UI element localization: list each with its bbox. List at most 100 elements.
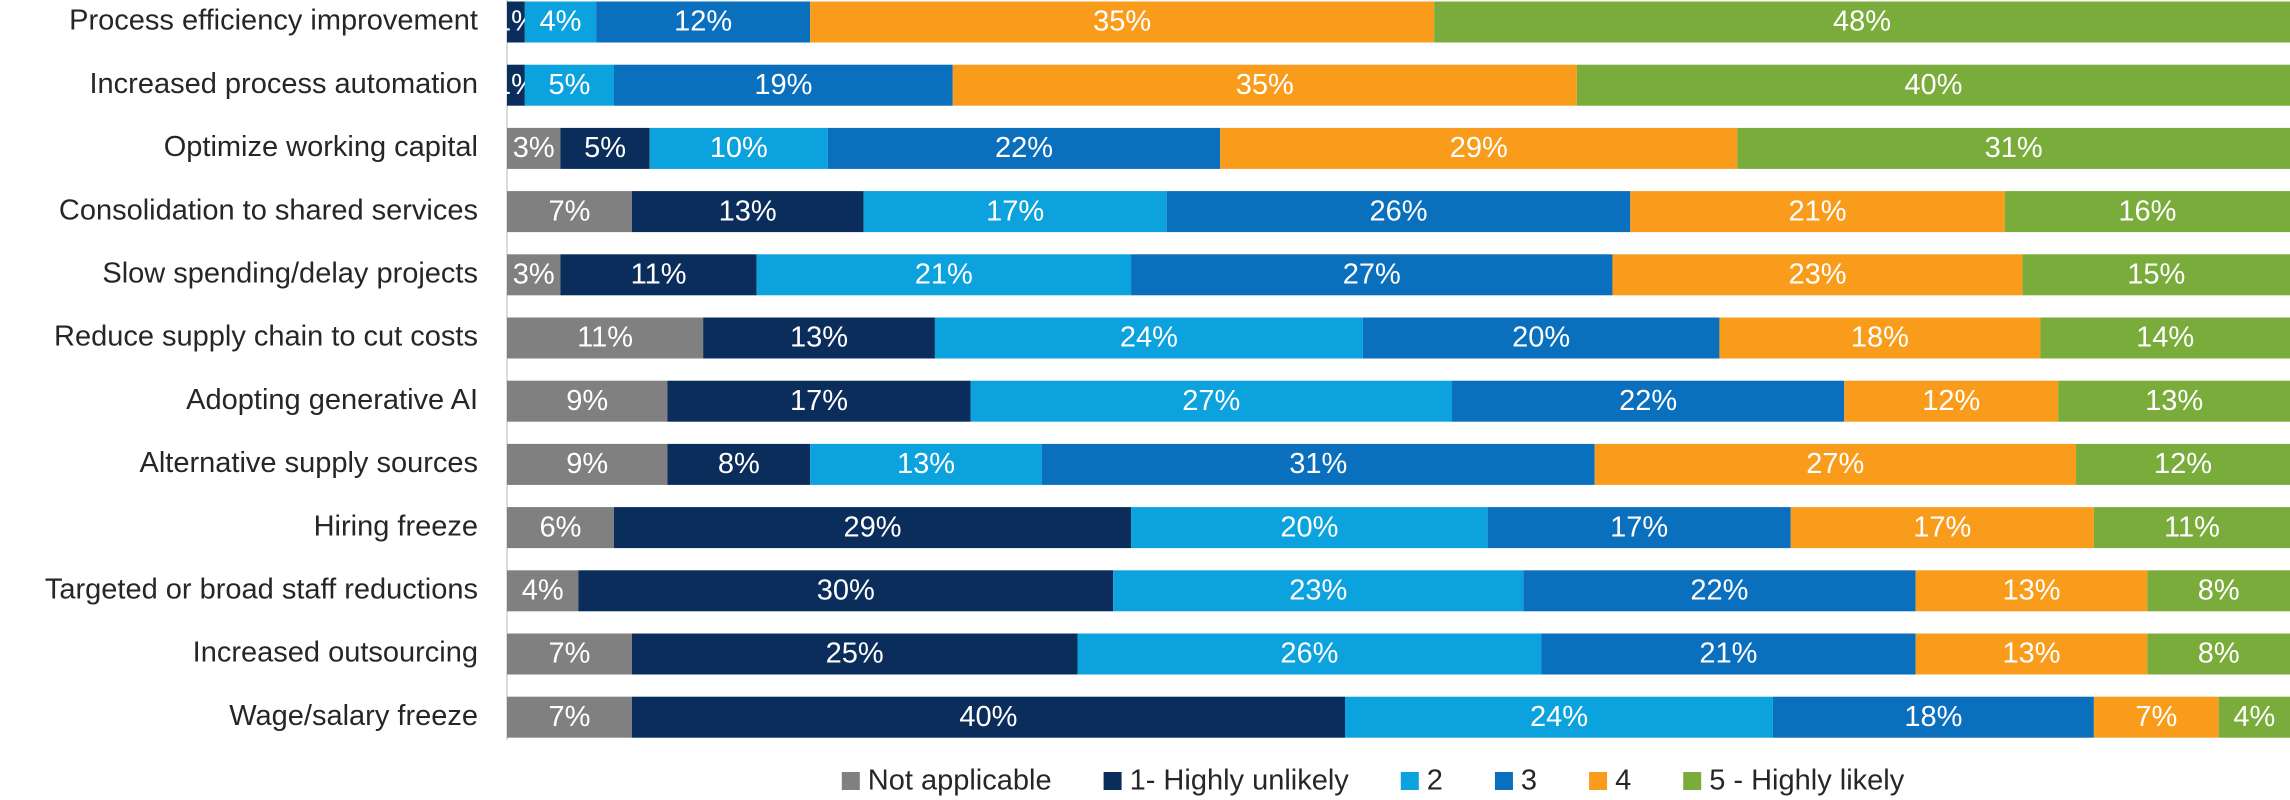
bar-segment <box>1844 380 2059 422</box>
bar-segment <box>1131 254 1613 296</box>
data-label: 17% <box>790 385 848 417</box>
bar-segment <box>507 1 525 43</box>
legend-swatch <box>1683 772 1702 790</box>
legend-swatch <box>1400 772 1419 790</box>
data-label: 27% <box>1806 448 1864 480</box>
data-label: 13% <box>719 195 777 227</box>
legend-label: 3 <box>1521 765 1537 797</box>
bar-segment <box>1041 443 1595 485</box>
data-label: 7% <box>548 701 590 733</box>
data-label: 48% <box>1833 6 1891 38</box>
data-label: 18% <box>1851 322 1909 354</box>
data-label: 13% <box>2002 574 2060 606</box>
category-label: Optimize working capital <box>164 131 478 163</box>
bar-segment <box>631 191 864 233</box>
category-label: Hiring freeze <box>314 510 478 542</box>
bar-segment <box>524 64 614 106</box>
legend-swatch <box>1589 772 1608 790</box>
data-label: 19% <box>754 69 812 101</box>
bar-segment <box>2076 443 2290 485</box>
bar-segment <box>1451 380 1845 422</box>
data-label: 22% <box>1619 385 1677 417</box>
bar-segment <box>1523 570 1916 612</box>
bar-segment <box>1594 443 2077 485</box>
bar-segment <box>2218 696 2290 738</box>
bar-segment <box>2147 633 2290 675</box>
category-label: Consolidation to shared services <box>59 194 478 226</box>
data-label: 25% <box>826 638 884 670</box>
data-label: 8% <box>2198 638 2240 670</box>
data-label: 26% <box>1369 195 1427 227</box>
data-label: 17% <box>986 195 1044 227</box>
bar-segment <box>934 317 1363 359</box>
bar-segment <box>756 254 1132 296</box>
data-label: 31% <box>1985 132 2043 164</box>
bar-segment <box>1790 507 2094 549</box>
data-label: 13% <box>897 448 955 480</box>
data-label: 12% <box>2154 448 2212 480</box>
data-label: 20% <box>1512 322 1570 354</box>
legend-label: 2 <box>1427 765 1443 797</box>
data-label: 29% <box>843 511 901 543</box>
data-label: 12% <box>1922 385 1980 417</box>
bar-segment <box>2004 191 2290 233</box>
bar-segment <box>863 191 1167 233</box>
bar-segment <box>631 633 1078 675</box>
bar-segment <box>507 696 632 738</box>
data-label: 11% <box>2164 511 2220 543</box>
data-label: 16% <box>2118 195 2176 227</box>
bar-segment <box>613 64 953 106</box>
data-label: 27% <box>1343 258 1401 290</box>
data-label: 3% <box>513 258 555 290</box>
bar-segment <box>1487 507 1791 549</box>
data-label: 9% <box>566 385 608 417</box>
bar-segment <box>2058 380 2290 422</box>
data-label: 21% <box>1788 195 1846 227</box>
data-label: 15% <box>2127 258 2185 290</box>
legend-swatch <box>841 772 860 790</box>
bar-segment <box>1220 127 1738 169</box>
bar-segment <box>1576 64 2290 106</box>
data-label: 5% <box>548 69 590 101</box>
bar-segment <box>952 64 1577 106</box>
data-label: 7% <box>548 195 590 227</box>
bar-segment <box>667 443 811 485</box>
legend-swatch <box>1494 772 1513 790</box>
data-label: 8% <box>718 448 760 480</box>
legend-label: 1- Highly unlikely <box>1130 765 1350 797</box>
bar-segment <box>507 127 561 169</box>
data-label: 9% <box>566 448 608 480</box>
bar-segment <box>507 380 668 422</box>
data-label: 22% <box>995 132 1053 164</box>
bar-segment <box>507 570 579 612</box>
bar-segment <box>560 254 757 296</box>
data-label: 17% <box>1610 511 1668 543</box>
legend-label: 4 <box>1615 765 1631 797</box>
data-label: 4% <box>522 574 564 606</box>
bar-segment <box>1131 507 1488 549</box>
data-label: 11% <box>577 322 633 354</box>
bar-segment <box>596 1 811 43</box>
category-label: Reduce supply chain to cut costs <box>54 321 478 353</box>
data-label: 35% <box>1236 69 1294 101</box>
bar-segment <box>1434 1 2290 43</box>
category-label: Increased outsourcing <box>193 637 478 669</box>
category-label: Adopting generative AI <box>186 384 478 416</box>
bar-segment <box>1915 633 2148 675</box>
bar-segment <box>1113 570 1524 612</box>
data-label: 13% <box>2145 385 2203 417</box>
data-label: 22% <box>1690 574 1748 606</box>
data-label: 7% <box>2135 701 2177 733</box>
bar-segment <box>1719 317 2041 359</box>
bar-segment <box>1166 191 1631 233</box>
bar-segment <box>827 127 1221 169</box>
bar-segment <box>524 1 597 43</box>
data-label: 3% <box>513 132 555 164</box>
bar-segment <box>1612 254 2023 296</box>
bar-segment <box>2093 507 2290 549</box>
data-label: 29% <box>1450 132 1508 164</box>
data-label: 14% <box>2136 322 2194 354</box>
data-label: 12% <box>674 6 732 38</box>
bar-segment <box>703 317 935 359</box>
category-label: Wage/salary freeze <box>229 700 478 732</box>
